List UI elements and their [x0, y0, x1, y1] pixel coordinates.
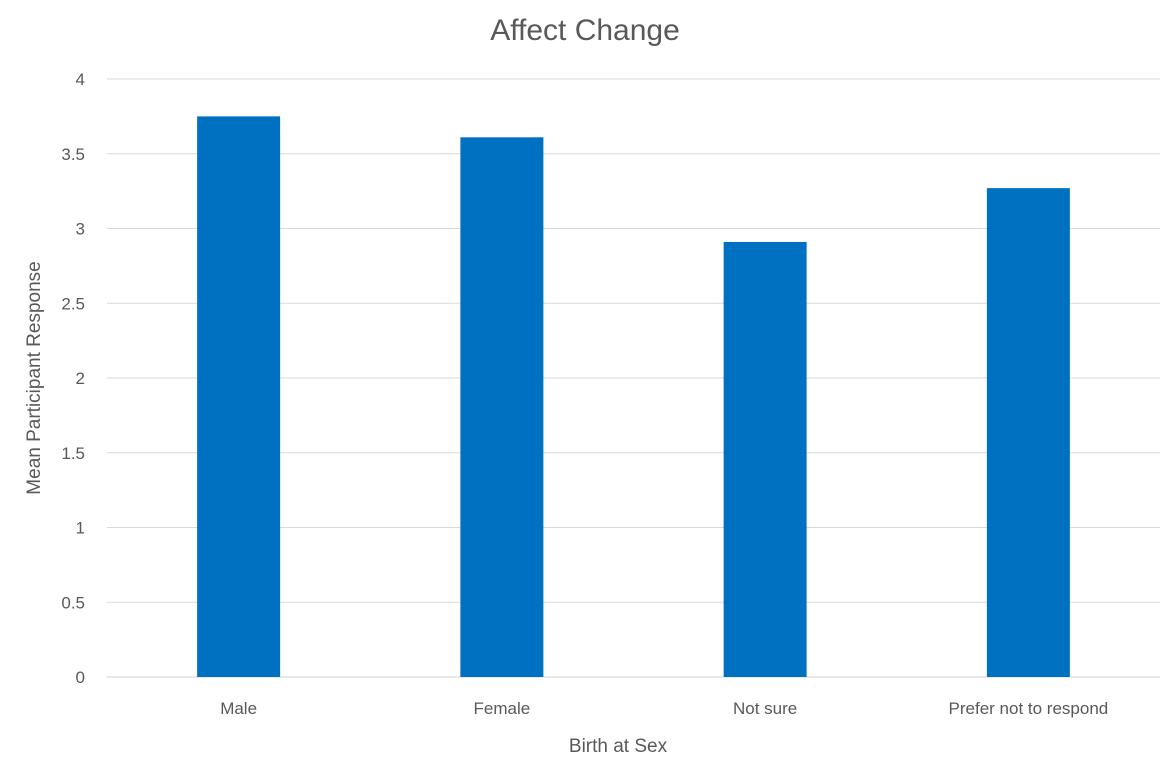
y-tick-label: 3 [76, 220, 85, 239]
x-tick-label: Male [220, 699, 257, 718]
bar-female [460, 137, 544, 677]
y-axis-ticks: 0 0.5 1 1.5 2 2.5 3 3.5 4 [61, 70, 85, 687]
y-tick-label: 1 [76, 519, 85, 538]
bars [197, 116, 1070, 677]
bar-prefer-not-to-respond [986, 188, 1070, 677]
y-tick-label: 3.5 [61, 145, 85, 164]
gridlines [107, 78, 1160, 678]
x-axis-title: Birth at Sex [569, 736, 668, 757]
x-tick-label: Prefer not to respond [949, 699, 1109, 718]
y-tick-label: 0 [76, 668, 85, 687]
y-axis-title: Mean Participant Response [24, 261, 45, 494]
y-tick-label: 2 [76, 369, 85, 388]
y-tick-label: 4 [76, 70, 85, 89]
x-axis-ticks: Male Female Not sure Prefer not to respond [220, 699, 1108, 718]
y-tick-label: 2.5 [61, 294, 85, 313]
x-tick-label: Female [474, 699, 531, 718]
bar-male [197, 116, 281, 677]
chart-title: Affect Change [490, 14, 680, 47]
bar-not-sure [723, 241, 807, 677]
x-tick-label: Not sure [733, 699, 797, 718]
y-tick-label: 1.5 [61, 444, 85, 463]
y-tick-label: 0.5 [61, 593, 85, 612]
